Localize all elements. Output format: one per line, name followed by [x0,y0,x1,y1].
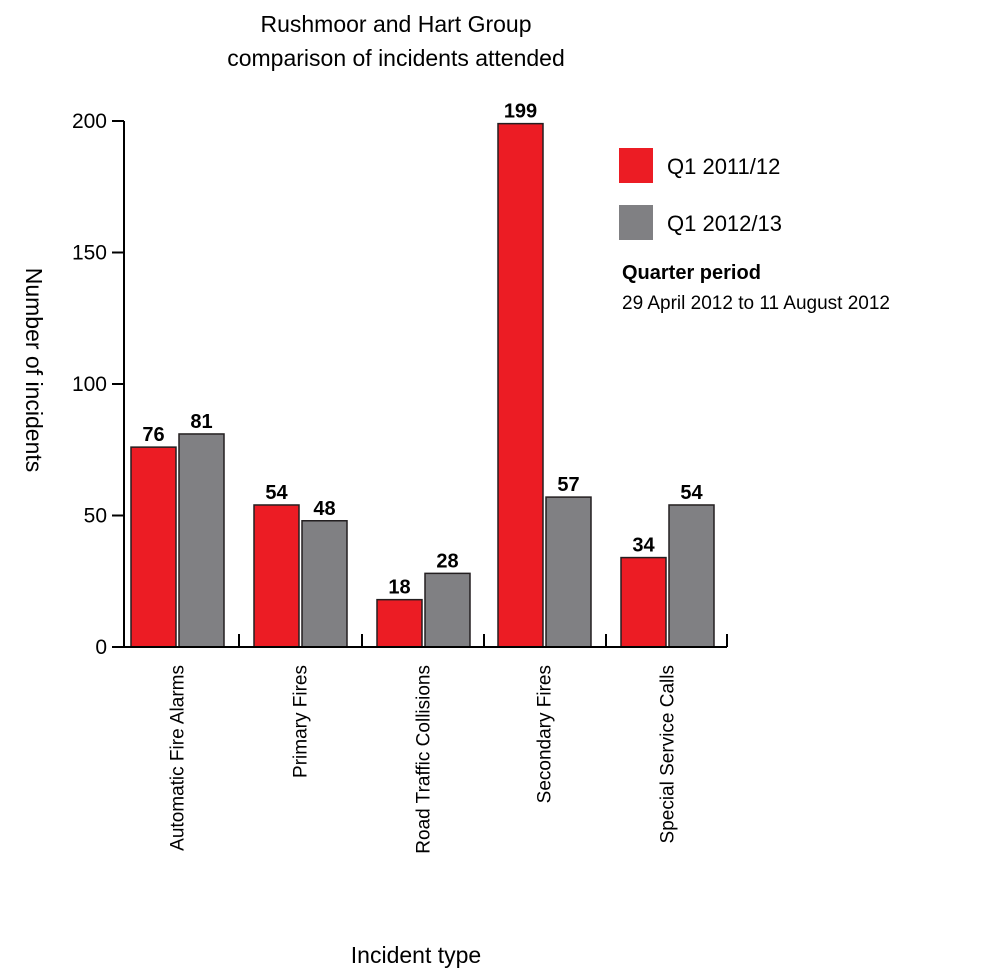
bar-value-label: 81 [190,411,212,433]
y-tick-label: 150 [72,242,107,265]
x-axis-title: Incident type [351,942,481,968]
bar-q1-2011-12 [253,504,300,648]
bar-value-label: 199 [504,101,537,123]
legend-swatch-q1-2012-13 [619,205,653,240]
legend: Q1 2011/12 Q1 2012/13 [619,148,782,240]
bar-q1-2012-13 [424,572,471,648]
y-axis-ticks: 0 50 100 150 200 [72,110,124,659]
category-label: Primary Fires [291,665,312,778]
y-axis-title: Number of incidents [21,268,47,473]
bar-q1-2012-13 [668,504,715,648]
legend-label-q1-2012-13: Q1 2012/13 [667,211,782,236]
bar-value-label: 34 [632,535,655,557]
quarter-period-dates: 29 April 2012 to 11 August 2012 [622,293,890,314]
bar-value-label: 76 [142,424,164,446]
bar-value-label: 48 [313,498,335,520]
value-labels-group: 76 81 54 48 18 28 199 57 34 54 [142,101,703,599]
bar-q1-2011-12 [620,556,667,648]
bar-value-label: 54 [680,482,703,504]
category-label: Special Service Calls [658,665,679,843]
legend-label-q1-2011-12: Q1 2011/12 [667,154,780,179]
bar-q1-2012-13 [178,433,225,648]
chart-title-line-2: comparison of incidents attended [227,45,565,71]
bar-value-label: 28 [436,550,458,572]
quarter-period-heading: Quarter period [622,262,761,284]
bar-q1-2011-12 [497,122,544,648]
bar-q1-2012-13 [301,520,348,648]
bar-q1-2012-13 [545,496,592,648]
y-tick-label: 100 [72,373,107,396]
category-labels-group: Automatic Fire Alarms Primary Fires Road T… [168,665,679,854]
y-tick-label: 200 [72,110,107,133]
y-tick-label: 50 [84,505,107,528]
x-axis-ticks [238,634,728,647]
y-tick-label: 0 [95,636,107,659]
legend-swatch-q1-2011-12 [619,148,653,183]
category-label: Road Traffic Collisions [414,665,435,854]
category-label: Automatic Fire Alarms [168,665,189,851]
bar-value-label: 18 [388,577,410,599]
bar-value-label: 54 [265,482,288,504]
bar-q1-2011-12 [130,446,177,648]
category-label: Secondary Fires [535,665,556,803]
bar-value-label: 57 [557,474,579,496]
bars-group [130,122,715,648]
bar-q1-2011-12 [376,598,423,648]
chart-title-line-1: Rushmoor and Hart Group [260,11,531,37]
